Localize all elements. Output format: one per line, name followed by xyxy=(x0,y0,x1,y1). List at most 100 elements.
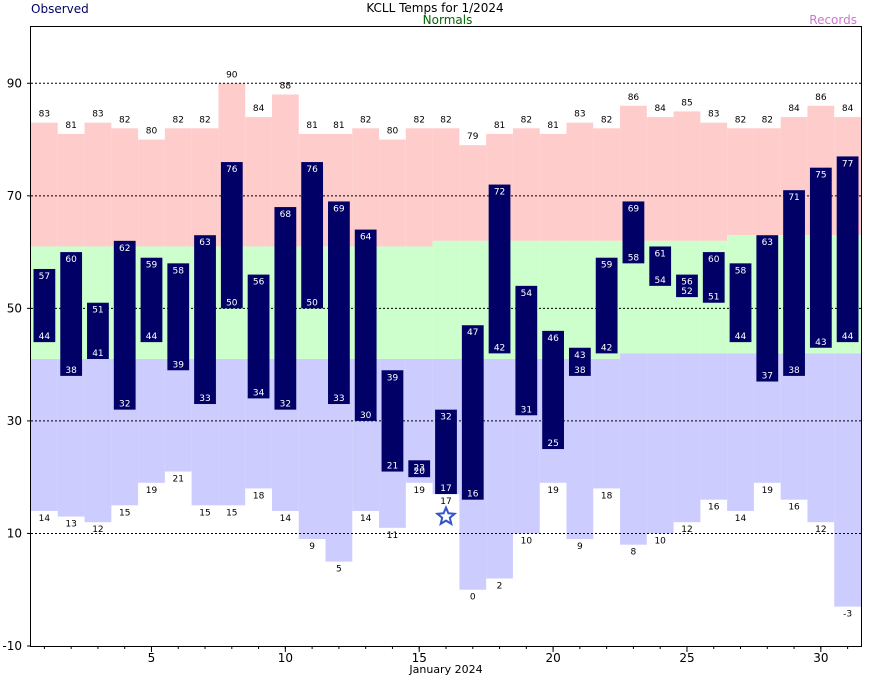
observed-low-label: 44 xyxy=(842,332,854,342)
record-high-band xyxy=(84,122,112,247)
observed-high-label: 23 xyxy=(413,463,424,473)
record-high-band xyxy=(512,128,540,241)
record-low-label: 14 xyxy=(735,514,747,524)
record-low-band xyxy=(566,359,594,540)
observed-bar xyxy=(220,162,243,309)
observed-bar xyxy=(809,167,832,348)
record-low-label: 10 xyxy=(521,536,533,546)
observed-high-label: 56 xyxy=(253,278,265,288)
x-tick-label: 5 xyxy=(148,651,156,665)
observed-bar xyxy=(33,268,56,343)
record-low-band xyxy=(218,359,246,506)
observed-high-label: 75 xyxy=(815,171,826,181)
record-low-band xyxy=(673,353,701,523)
record-low-label: 12 xyxy=(92,525,103,535)
record-high-band xyxy=(566,122,594,241)
observed-low-label: 41 xyxy=(92,349,103,359)
record-high-label: 82 xyxy=(360,115,371,125)
observed-bar xyxy=(328,201,350,405)
observed-bar xyxy=(167,263,190,371)
observed-bar xyxy=(140,257,163,343)
observed-bar xyxy=(756,235,779,382)
observed-low-label: 42 xyxy=(601,343,612,353)
observed-bar xyxy=(702,252,725,303)
observed-low-label: 39 xyxy=(173,360,185,370)
observed-high-label: 56 xyxy=(681,278,693,288)
record-low-band xyxy=(298,359,326,540)
observed-high-label: 77 xyxy=(842,159,853,169)
observed-bar xyxy=(274,207,297,410)
record-high-label: 83 xyxy=(92,110,103,120)
record-low-label: 16 xyxy=(708,503,720,513)
observed-bar xyxy=(649,246,672,286)
observed-bar xyxy=(595,257,618,354)
record-low-band xyxy=(84,359,112,523)
observed-bar xyxy=(542,330,564,450)
observed-high-label: 58 xyxy=(173,266,185,276)
record-high-label: 86 xyxy=(815,93,827,103)
observed-bar xyxy=(87,302,109,360)
record-high-band xyxy=(138,139,165,247)
record-high-band xyxy=(432,128,460,241)
record-low-label: 12 xyxy=(815,525,826,535)
record-high-band xyxy=(191,128,219,247)
observed-high-label: 76 xyxy=(226,165,238,175)
observed-bar xyxy=(113,240,136,410)
record-high-band xyxy=(727,128,754,236)
observed-high-label: 68 xyxy=(280,210,292,220)
record-high-band xyxy=(673,111,701,241)
record-high-label: 79 xyxy=(467,132,479,142)
observed-high-label: 63 xyxy=(199,238,210,248)
record-high-band xyxy=(379,139,406,247)
observed-low-label: 38 xyxy=(574,366,586,376)
observed-low-label: 42 xyxy=(494,343,505,353)
record-low-label: 5 xyxy=(336,565,342,575)
observed-high-label: 71 xyxy=(788,193,799,203)
record-low-label: 18 xyxy=(601,491,613,501)
x-tick-label: 30 xyxy=(813,651,828,665)
observed-high-label: 64 xyxy=(360,233,372,243)
record-high-label: 82 xyxy=(440,115,451,125)
observed-high-label: 60 xyxy=(708,255,720,265)
observed-bar xyxy=(381,370,404,472)
observed-low-label: 54 xyxy=(654,276,666,286)
observed-low-label: 44 xyxy=(39,332,51,342)
observed-high-label: 61 xyxy=(654,249,665,259)
observed-low-label: 31 xyxy=(521,405,532,415)
record-high-label: 83 xyxy=(39,110,50,120)
observed-high-label: 59 xyxy=(146,261,158,271)
observed-low-label: 17 xyxy=(440,484,451,494)
observed-bar xyxy=(783,190,805,376)
observed-high-label: 69 xyxy=(628,204,640,214)
observed-high-label: 76 xyxy=(306,165,318,175)
star-marker xyxy=(434,505,458,527)
record-low-label: 19 xyxy=(146,486,158,496)
record-high-label: 82 xyxy=(735,115,746,125)
legend-observed: Observed xyxy=(31,2,89,16)
y-tick-label: 50 xyxy=(7,301,22,315)
record-high-label: 86 xyxy=(628,93,640,103)
observed-bar xyxy=(461,325,484,500)
record-low-label: 13 xyxy=(65,520,76,530)
observed-low-label: 34 xyxy=(253,388,265,398)
record-high-label: 85 xyxy=(681,98,692,108)
observed-low-label: 44 xyxy=(146,332,158,342)
observed-high-label: 58 xyxy=(735,266,747,276)
record-high-label: 82 xyxy=(413,115,424,125)
observed-low-label: 50 xyxy=(306,298,318,308)
record-low-label: 15 xyxy=(226,508,237,518)
record-low-band xyxy=(780,353,808,500)
observed-bar xyxy=(435,409,457,495)
observed-low-label: 38 xyxy=(788,366,800,376)
record-high-band xyxy=(459,145,487,241)
record-low-label: 16 xyxy=(788,503,800,513)
y-tick-label: 70 xyxy=(7,189,22,203)
record-high-label: 84 xyxy=(253,104,265,114)
record-high-label: 88 xyxy=(280,82,292,92)
record-low-label: 2 xyxy=(497,581,503,591)
observed-bar xyxy=(676,274,698,298)
record-low-label: 19 xyxy=(413,486,425,496)
x-tick-label: 25 xyxy=(679,651,694,665)
record-low-label: 18 xyxy=(253,491,265,501)
